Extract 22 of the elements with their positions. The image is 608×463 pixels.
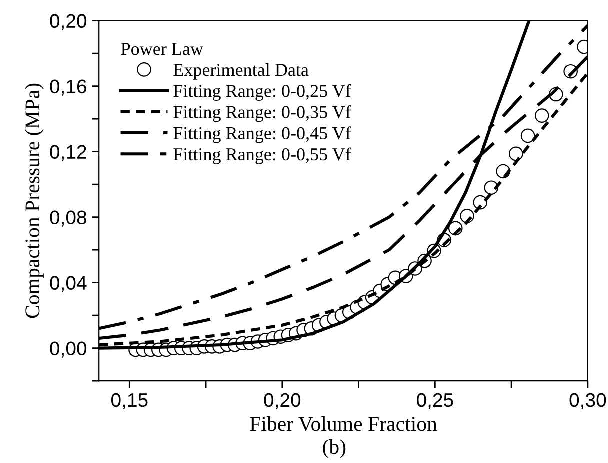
x-tick-label: 0,20 bbox=[264, 393, 301, 410]
y-tick-label: 0,20 bbox=[50, 14, 87, 30]
legend-label: Fitting Range: 0-0,35 Vf bbox=[174, 106, 352, 122]
point bbox=[508, 146, 524, 162]
x-tick-label: 0,30 bbox=[570, 393, 606, 410]
legend-title: Power Law bbox=[121, 43, 204, 56]
y-tick-label: 0,08 bbox=[50, 210, 86, 227]
x-tick-label: 0,15 bbox=[111, 393, 148, 410]
point bbox=[534, 108, 550, 123]
y-axis-title: Compaction Pressure (MPa) bbox=[25, 84, 44, 318]
text: (b) bbox=[323, 439, 346, 458]
point bbox=[520, 128, 536, 144]
y-tick-label: 0,04 bbox=[50, 276, 87, 292]
y-tick-label: 0,16 bbox=[50, 80, 86, 96]
legend-label: Fitting Range: 0-0,55 Vf bbox=[174, 148, 352, 164]
x-tick-label: 0,25 bbox=[417, 393, 454, 410]
legend-label: Fitting Range: 0-0,45 Vf bbox=[174, 126, 352, 144]
legend-label: Fitting Range: 0-0,25 Vf bbox=[174, 84, 352, 101]
y-tick-label: 0,00 bbox=[50, 342, 87, 358]
x-axis-title: Fiber Volume Fraction bbox=[250, 416, 438, 432]
legend-label: Experimental Data bbox=[174, 64, 309, 80]
y-tick-label: 0,12 bbox=[50, 145, 86, 162]
